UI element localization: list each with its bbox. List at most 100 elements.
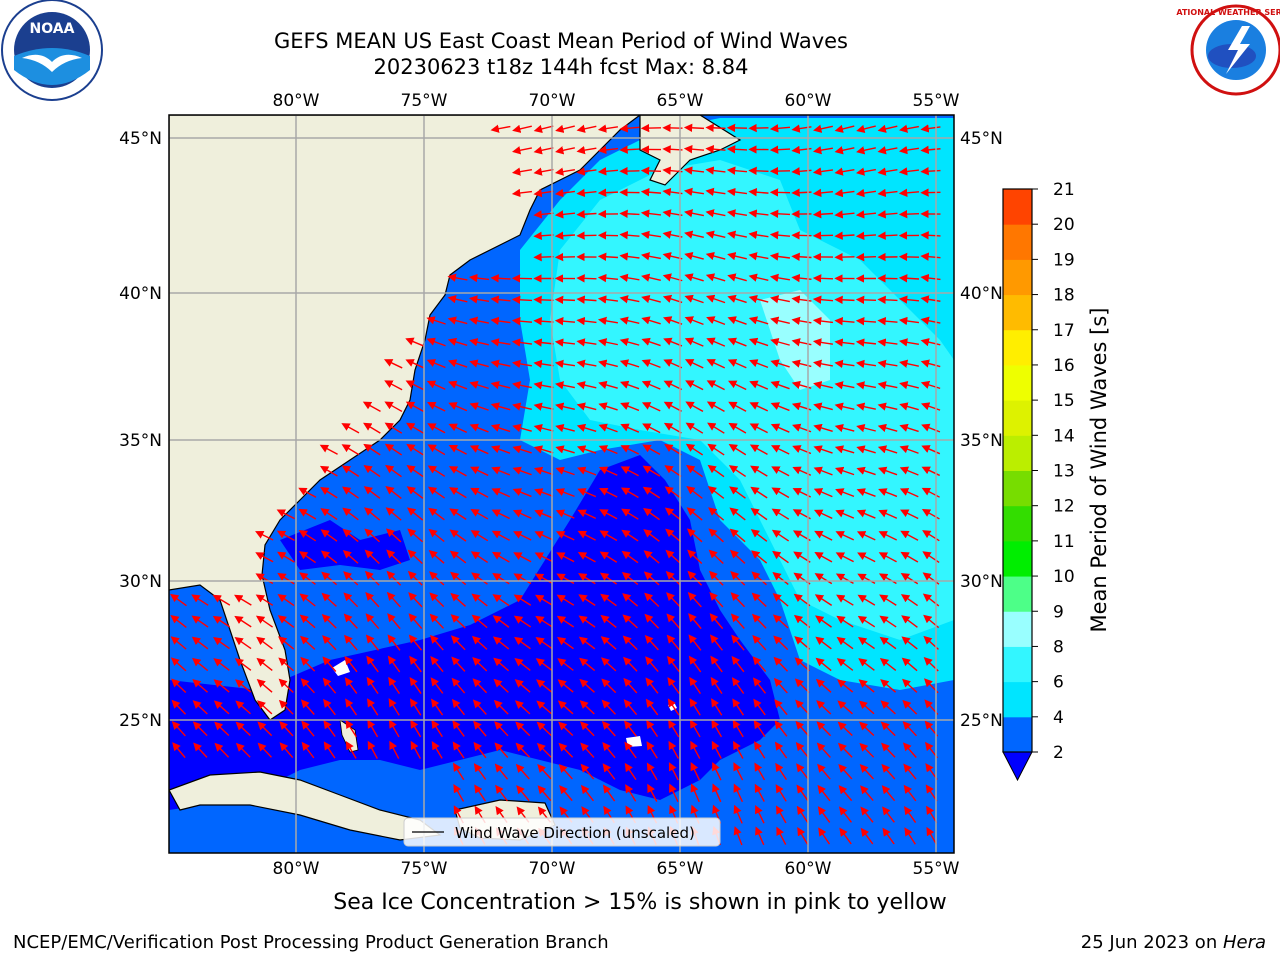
wave-arrow [920,402,941,411]
wave-arrow [685,443,704,456]
wave-arrow [447,316,468,325]
wave-arrow [450,571,467,586]
wave-arrow [514,657,531,671]
wave-arrow [858,679,875,693]
wave-arrow [193,742,208,758]
wave-arrow [599,488,618,498]
wave-arrow [602,763,616,780]
wave-arrow [299,593,316,607]
wave-arrow [902,721,917,737]
wave-arrow [555,445,575,454]
wave-arrow [512,466,532,476]
wave-arrow [555,509,575,519]
wave-arrow [900,551,919,563]
wave-arrow [877,359,898,369]
wave-arrow [427,444,446,456]
wave-arrow [255,531,274,541]
wave-arrow [878,573,897,585]
wave-arrow [773,656,789,672]
wave-arrow [579,700,595,715]
wave-arrow [769,209,791,218]
wave-arrow [554,231,576,240]
wave-arrow [622,635,638,651]
wave-arrow [877,295,898,304]
wave-arrow [576,188,597,198]
lon-tick-label-top: 70°W [529,91,576,111]
wave-arrow [235,679,252,693]
map-legend: Wind Wave Direction (unscaled) [403,817,721,847]
wave-arrow [492,594,510,607]
wave-arrow [493,678,509,693]
wave-arrow [511,359,533,369]
wave-arrow [533,317,554,326]
wave-arrow [667,698,680,716]
wave-arrow [856,445,876,454]
wave-arrow [320,487,338,499]
wave-arrow [428,528,445,543]
wave-arrow [405,337,425,347]
wave-arrow [409,676,422,694]
lon-tick-label-top: 60°W [785,91,832,111]
lon-tick-label-bottom: 70°W [529,859,576,879]
wave-arrow [666,634,681,651]
longitude-labels-bottom: 80°W 75°W 70°W 65°W 60°W 55°W [273,859,960,879]
wave-arrow [921,445,941,455]
wave-arrow [877,210,898,219]
wave-arrow [385,486,402,499]
wave-arrow [578,636,596,650]
wave-arrow [469,423,489,433]
wave-arrow [920,316,941,325]
colorbar-extend-triangle [1002,751,1033,782]
wave-arrow [448,466,467,477]
wave-arrow [321,592,337,607]
footer-credit: NCEP/EMC/Verification Post Processing Pr… [13,932,609,953]
wave-arrow [410,740,421,759]
wave-arrow [834,338,855,347]
higher-period-region [550,160,954,640]
wave-arrow [452,720,465,737]
wave-arrow [813,381,833,390]
wave-arrow [732,719,744,738]
wave-arrow [388,698,400,716]
wave-arrow [597,167,619,176]
wave-arrow [511,338,533,347]
lat-tick-label-right: 25°N [960,711,1003,731]
wave-arrow [255,594,274,606]
wave-arrow [791,316,812,325]
wave-arrow [769,145,791,154]
wave-arrow [688,634,702,651]
colorbar-tick-label: 8 [1053,637,1064,657]
wave-arrow [469,338,489,347]
wave-arrow [602,784,616,802]
wave-arrow [170,657,187,672]
wave-arrow [601,657,617,672]
wave-arrow [555,531,575,541]
wave-arrow [689,698,701,716]
wave-arrow [750,486,768,499]
wave-arrow [921,487,940,498]
wave-arrow [191,636,209,650]
wave-arrow [684,251,704,261]
wave-arrow [775,762,788,781]
wave-arrow [855,252,877,262]
wave-arrow [470,487,489,498]
wave-arrow [705,251,726,261]
wave-arrow [577,466,597,476]
wave-arrow [882,806,895,823]
wave-arrow [752,656,767,673]
wave-arrow [300,635,316,650]
wave-arrow [534,509,554,519]
wave-arrow [386,570,402,586]
wave-arrow [878,466,898,476]
wave-arrow [322,635,337,651]
wave-arrow [256,636,273,650]
wave-arrow [192,678,208,693]
wave-arrow [858,637,875,650]
wave-arrow [707,422,725,434]
wave-arrow [898,295,920,304]
wave-arrow [707,464,725,478]
wave-arrow [363,422,381,434]
wave-arrow [751,613,767,629]
wave-arrow [921,508,940,520]
wave-arrow [298,487,317,498]
